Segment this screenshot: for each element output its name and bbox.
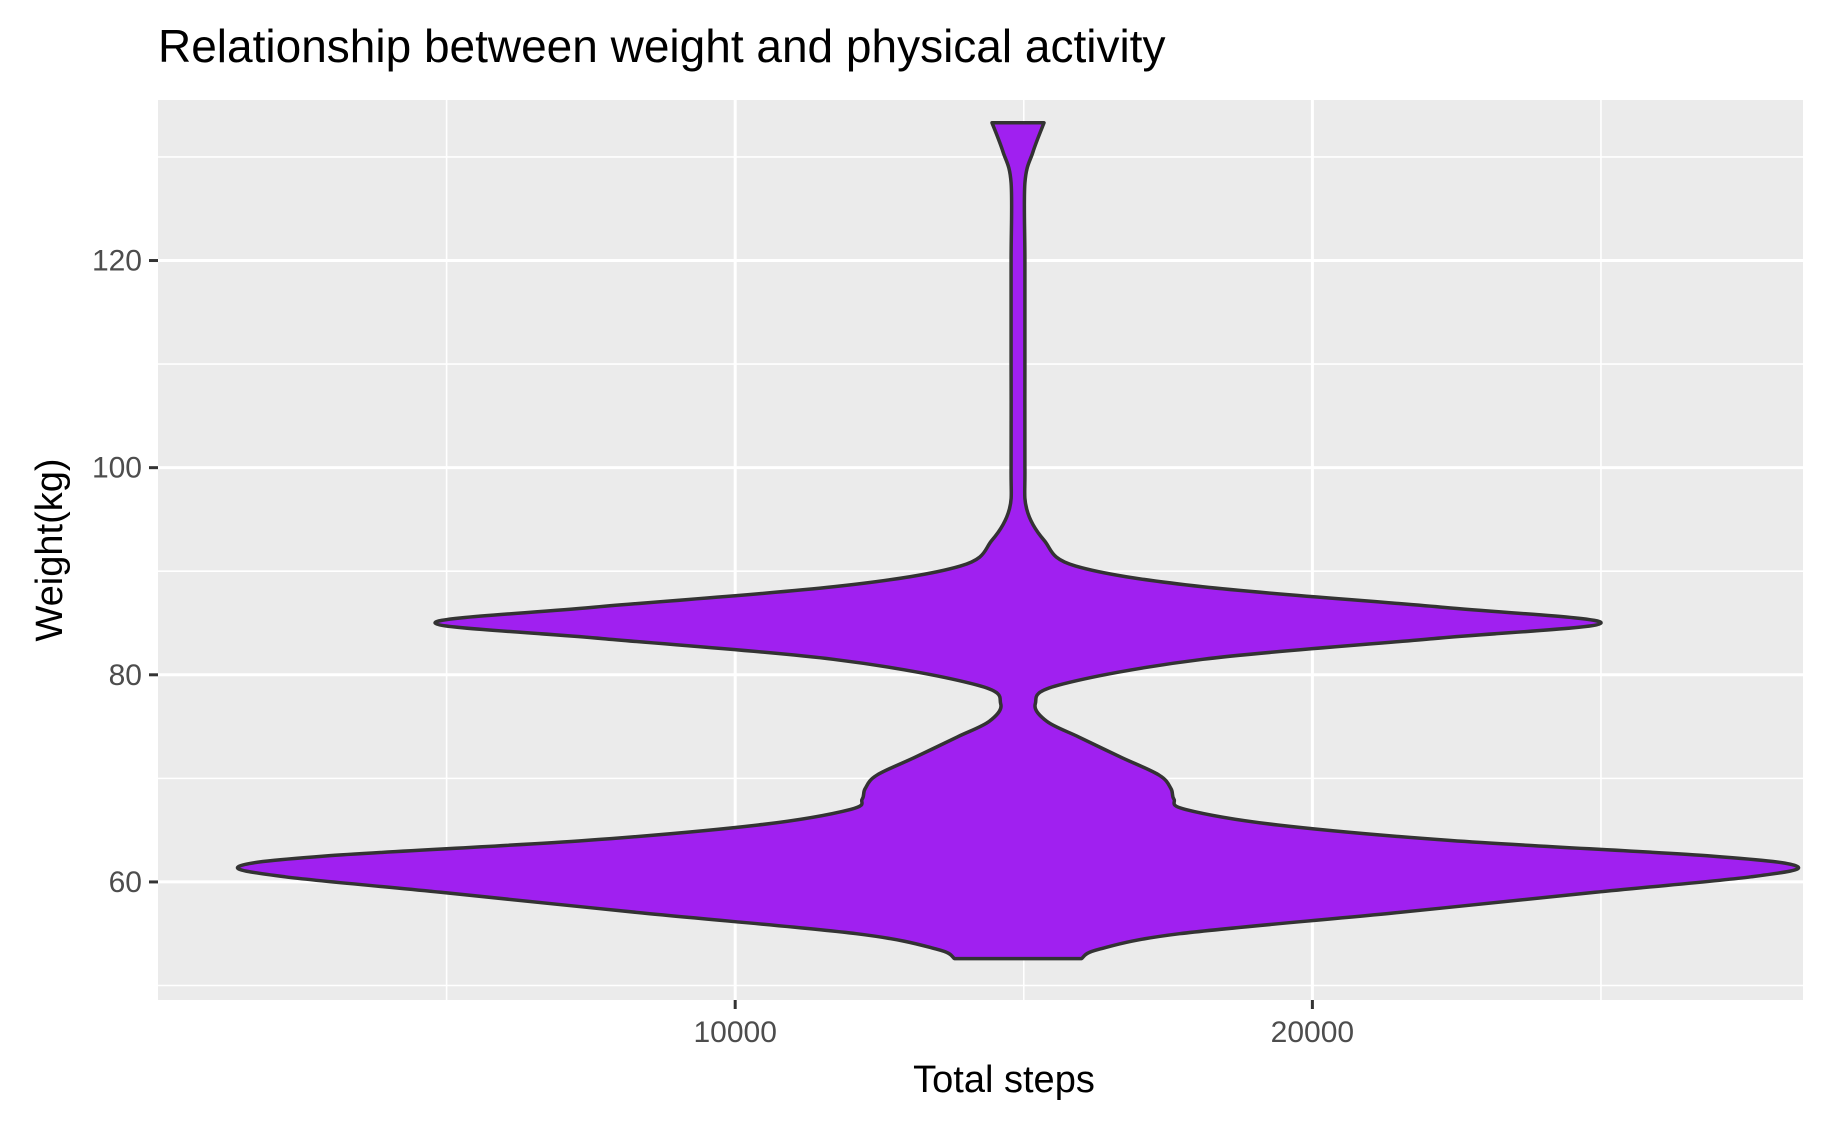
chart-title: Relationship between weight and physical… <box>158 20 1165 72</box>
axis-ticks: 60 80 100 120 10000 20000 <box>92 245 1354 1049</box>
y-tick-label: 60 <box>109 866 142 899</box>
violin-layer <box>235 121 1801 961</box>
violin-shape <box>235 121 1801 961</box>
x-tick-label: 20000 <box>1271 1016 1354 1049</box>
y-tick-label: 80 <box>109 659 142 692</box>
y-axis-title: Weight(kg) <box>29 458 71 641</box>
x-tick-label: 10000 <box>693 1016 776 1049</box>
x-axis-title: Total steps <box>913 1059 1095 1101</box>
y-tick-label: 120 <box>92 245 142 278</box>
y-tick-label: 100 <box>92 452 142 485</box>
